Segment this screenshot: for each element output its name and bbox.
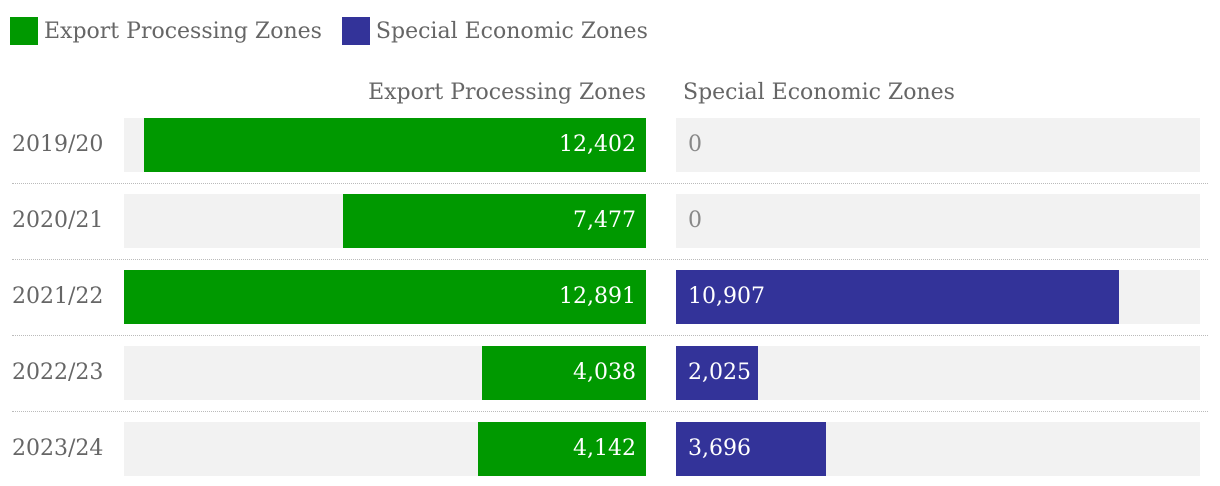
bar-special-economic-zones[interactable]	[676, 270, 1120, 324]
chart-row: 2021/22 12,891 10,907	[0, 270, 1220, 324]
value-label-special-economic-zones: 10,907	[688, 284, 765, 309]
track-special-economic-zones	[676, 118, 1200, 172]
track-special-economic-zones	[676, 194, 1200, 248]
chart-row: 2020/21 7,477 0	[0, 194, 1220, 248]
value-label-export-processing-zones: 12,402	[559, 132, 636, 157]
value-label-export-processing-zones: 4,038	[573, 360, 636, 385]
category-label: 2022/23	[12, 360, 104, 385]
column-header-export-processing-zones: Export Processing Zones	[368, 80, 646, 105]
category-label: 2020/21	[12, 208, 104, 233]
bar-special-economic-zones[interactable]	[676, 346, 759, 400]
value-label-special-economic-zones: 2,025	[688, 360, 751, 385]
value-label-special-economic-zones: 0	[688, 132, 702, 157]
legend: Export Processing Zones Special Economic…	[10, 16, 668, 46]
legend-item-special-economic-zones[interactable]: Special Economic Zones	[341, 17, 648, 45]
column-header-special-economic-zones: Special Economic Zones	[683, 80, 955, 105]
legend-label-export-processing-zones: Export Processing Zones	[44, 18, 322, 44]
bar-special-economic-zones[interactable]	[676, 422, 827, 476]
bar-export-processing-zones[interactable]	[124, 270, 646, 324]
bar-export-processing-zones[interactable]	[343, 194, 646, 248]
row-divider	[12, 259, 1208, 260]
bar-export-processing-zones[interactable]	[482, 346, 646, 400]
value-label-special-economic-zones: 0	[688, 208, 702, 233]
track-special-economic-zones	[676, 346, 1200, 400]
value-label-export-processing-zones: 7,477	[573, 208, 636, 233]
legend-label-special-economic-zones: Special Economic Zones	[375, 18, 648, 44]
value-label-special-economic-zones: 3,696	[688, 436, 751, 461]
chart-row: 2023/24 4,142 3,696	[0, 422, 1220, 476]
bar-export-processing-zones[interactable]	[478, 422, 646, 476]
legend-swatch-special-economic-zones	[341, 17, 370, 45]
legend-item-export-processing-zones[interactable]: Export Processing Zones	[10, 17, 322, 45]
chart-row: 2019/20 12,402 0	[0, 118, 1220, 172]
row-divider	[12, 335, 1208, 336]
row-divider	[12, 411, 1208, 412]
category-label: 2021/22	[12, 284, 104, 309]
category-label: 2023/24	[12, 436, 104, 461]
legend-swatch-export-processing-zones	[10, 17, 38, 45]
chart-row: 2022/23 4,038 2,025	[0, 346, 1220, 400]
value-label-export-processing-zones: 12,891	[559, 284, 636, 309]
value-label-export-processing-zones: 4,142	[573, 436, 636, 461]
row-divider	[12, 183, 1208, 184]
category-label: 2019/20	[12, 132, 104, 157]
bar-export-processing-zones[interactable]	[143, 118, 646, 172]
